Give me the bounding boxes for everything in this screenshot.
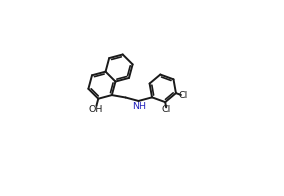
Text: Cl: Cl <box>162 105 171 114</box>
Text: Cl: Cl <box>179 91 188 100</box>
Text: NH: NH <box>132 102 146 111</box>
Text: OH: OH <box>88 105 103 114</box>
